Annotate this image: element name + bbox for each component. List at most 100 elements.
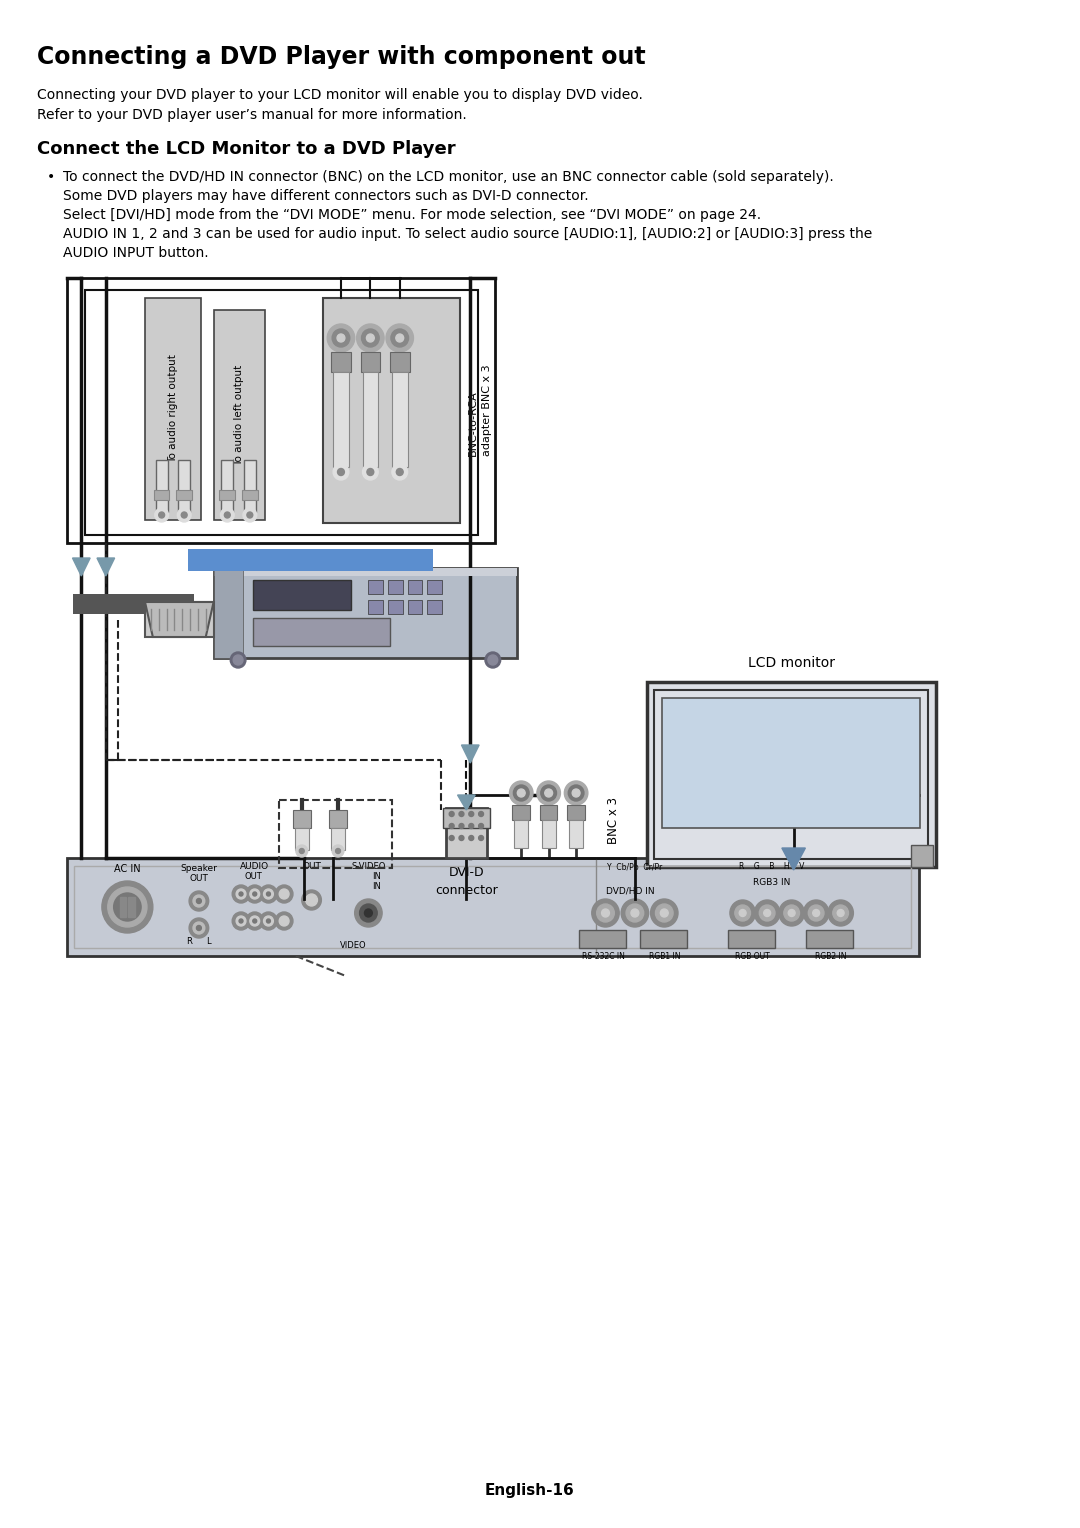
Bar [579,931,626,947]
Bar [129,897,135,917]
Circle shape [621,898,649,927]
Circle shape [181,512,187,518]
Text: OUT: OUT [302,862,321,871]
Bar [85,290,478,535]
Bar [253,581,351,610]
Text: BNC x 3: BNC x 3 [607,796,620,843]
Circle shape [478,811,484,816]
Circle shape [660,909,669,917]
Text: AUDIO INPUT button.: AUDIO INPUT button. [63,246,208,260]
Circle shape [837,909,845,917]
Text: L: L [206,937,211,946]
Bar [214,568,517,576]
Circle shape [113,892,141,921]
Circle shape [392,465,407,480]
Bar [662,698,920,828]
Bar [67,278,495,542]
Bar [654,691,928,859]
Bar [214,310,265,520]
Bar [639,931,687,947]
Bar [443,808,490,828]
Bar [363,371,378,468]
Text: Select [DVI/HD] mode from the “DVI MODE” menu. For mode selection, see “DVI MODE: Select [DVI/HD] mode from the “DVI MODE”… [63,208,760,222]
Circle shape [280,915,289,926]
Bar [390,351,409,371]
Text: Connect the LCD Monitor to a DVD Player: Connect the LCD Monitor to a DVD Player [37,141,456,157]
Bar [446,808,487,859]
Circle shape [488,656,498,665]
Bar [407,601,422,614]
Circle shape [259,912,278,931]
Circle shape [306,894,318,906]
Circle shape [784,905,799,921]
Circle shape [301,889,322,911]
Circle shape [237,889,246,898]
Polygon shape [145,602,214,637]
Bar [253,617,390,646]
Polygon shape [461,746,480,762]
Circle shape [177,507,191,523]
Circle shape [197,926,201,931]
Circle shape [267,918,270,923]
Circle shape [246,885,264,903]
Circle shape [253,892,257,895]
Circle shape [230,652,246,668]
Circle shape [367,469,374,475]
Circle shape [734,905,751,921]
Text: RGB3 IN: RGB3 IN [754,879,791,886]
Bar [569,821,583,848]
Text: To DVD Component video output: To DVD Component video output [203,553,418,567]
Circle shape [327,324,354,351]
Circle shape [396,335,404,342]
Circle shape [108,886,147,927]
Bar [214,568,243,659]
Circle shape [232,912,249,931]
Circle shape [299,848,305,854]
Text: R: R [186,937,192,946]
Polygon shape [72,558,90,576]
Circle shape [568,785,584,801]
Circle shape [788,909,795,917]
Text: Connecting a DVD Player with component out: Connecting a DVD Player with component o… [37,44,646,69]
Circle shape [267,892,270,895]
Bar [407,581,422,594]
Circle shape [449,824,454,828]
Text: DVI-D
connector: DVI-D connector [435,866,498,897]
Bar [368,581,383,594]
Circle shape [249,889,259,898]
Circle shape [362,329,379,347]
Circle shape [189,918,208,938]
Circle shape [517,788,525,798]
Bar [542,821,555,848]
Bar [145,298,201,520]
Circle shape [259,885,278,903]
Bar [428,601,442,614]
Bar [388,601,403,614]
Circle shape [336,848,340,854]
Circle shape [280,889,289,898]
Circle shape [253,918,257,923]
Bar [178,460,190,512]
Circle shape [469,811,474,816]
Polygon shape [458,795,475,810]
Bar [392,371,407,468]
Circle shape [247,512,253,518]
Circle shape [828,900,853,926]
Text: BNC-to-RCA
adapter BNC x 3: BNC-to-RCA adapter BNC x 3 [469,365,491,457]
Bar [221,460,233,512]
Circle shape [354,898,382,927]
Circle shape [233,656,243,665]
Text: AC IN: AC IN [114,863,140,874]
Text: S-VIDEO: S-VIDEO [351,862,386,871]
Circle shape [813,909,820,917]
Circle shape [565,781,588,805]
Circle shape [249,915,259,926]
Circle shape [239,892,243,895]
Bar [567,805,585,821]
Circle shape [764,909,771,917]
Text: 0000: 0000 [287,590,315,601]
Circle shape [159,512,164,518]
Circle shape [544,788,553,798]
Circle shape [220,507,234,523]
Circle shape [631,909,638,917]
